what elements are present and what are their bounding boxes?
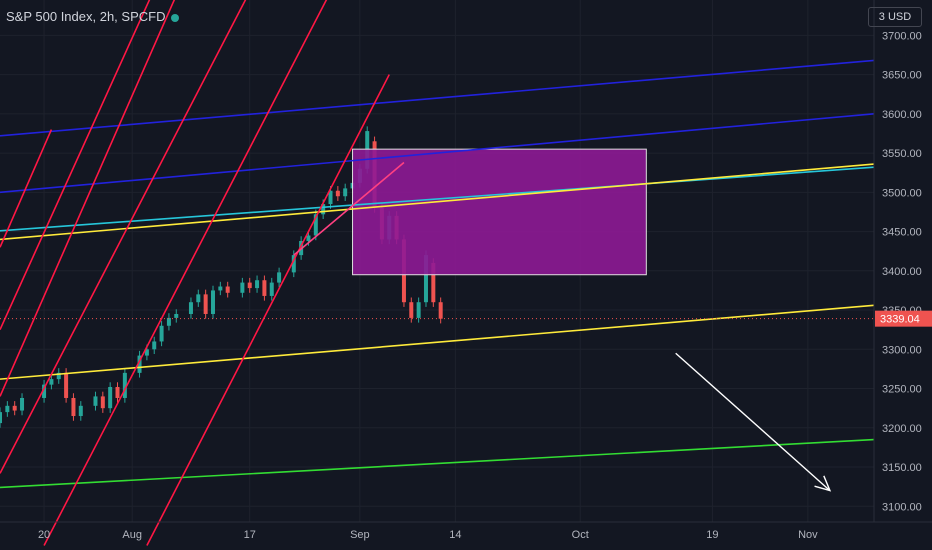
candle-body [42,384,47,398]
candle-body [328,190,333,205]
candle-body [152,341,157,350]
candle-body [416,302,421,318]
currency-selector[interactable]: 3 USD [868,7,922,27]
trendline[interactable] [293,161,405,256]
current-price-badge [875,310,932,327]
trendline[interactable] [0,163,875,241]
candle-body [56,372,61,380]
trendline[interactable] [0,113,875,194]
candle-body [203,294,208,314]
x-tick-label: 19 [706,529,718,541]
y-tick-label: 3550.00 [882,148,922,160]
candle-body [0,412,2,424]
candle-body [306,235,311,241]
arrow-line[interactable] [675,352,831,492]
candle-body [291,255,296,273]
candle-body [218,286,223,291]
trendline[interactable] [0,59,875,137]
candle-body [240,282,245,293]
candle-body [71,397,76,417]
candle-body [321,204,326,215]
y-tick-label: 3300.00 [882,344,922,356]
candle-body [159,325,164,342]
trendline[interactable] [0,0,308,474]
price-axis[interactable]: 3700.00 3650.00 3600.00 3550.00 3500.00 3450.… [882,30,922,513]
y-tick-label: 3200.00 [882,423,922,435]
trendline[interactable] [0,129,53,248]
candle-body [423,255,428,303]
trendline[interactable] [0,304,875,380]
candle-body [247,282,252,289]
candle-body [100,396,105,409]
trendline[interactable] [0,166,875,232]
candle-body [438,302,443,319]
candle-body [144,349,149,356]
trendline[interactable] [146,74,390,546]
x-tick-label: Nov [798,529,818,541]
candle-body [78,405,83,417]
y-tick-label: 3450.00 [882,227,922,239]
candle-body [431,262,436,303]
drawing-overlays[interactable] [0,0,875,546]
supply-zone-rectangle[interactable] [352,148,647,276]
chart-title: S&P 500 Index, 2h, SPCFD [6,9,180,24]
trendline[interactable] [0,0,169,331]
y-tick-label: 3100.00 [882,501,922,513]
candle-body [409,302,414,318]
candle-body [313,214,318,236]
candle-body [269,282,274,296]
candle-body [20,397,25,411]
candle-body [137,355,142,373]
current-price-tag: 3339.04 [0,310,932,327]
x-tick-label: 20 [38,529,50,541]
candle-body [64,372,69,398]
candle-body [225,286,230,293]
arrow-head-icon [814,475,832,492]
candle-body [210,290,215,314]
candle-body [343,188,348,197]
y-tick-label: 3650.00 [882,70,922,82]
candle-body [262,280,267,296]
y-tick-label: 3400.00 [882,266,922,278]
x-tick-label: 14 [449,529,461,541]
y-tick-label: 3150.00 [882,462,922,474]
candle-body [49,379,54,385]
market-status-dot-icon [171,13,180,22]
trendline[interactable] [0,438,875,489]
candle-body [5,405,10,413]
candle-body [255,280,260,289]
candle-body [174,313,179,318]
y-tick-label: 3250.00 [882,384,922,396]
x-tick-label: 17 [244,529,256,541]
y-tick-label: 3500.00 [882,187,922,199]
candle-body [196,294,201,303]
candle-body [12,405,17,411]
candle-body [122,372,127,398]
y-tick-label: 3700.00 [882,30,922,42]
candle-body [108,386,113,409]
trendline[interactable] [43,0,389,546]
candle-body [166,317,171,326]
trendline[interactable] [0,0,228,397]
candle-body [188,302,193,314]
candle-body [115,386,120,398]
x-tick-label: Oct [572,529,589,541]
y-tick-label: 3600.00 [882,109,922,121]
candle-body [277,272,282,283]
current-price-value: 3339.04 [880,314,920,326]
x-tick-label: Aug [122,529,142,541]
candle-body [93,396,98,406]
time-axis[interactable]: 20 Aug 17 Sep 14 Oct 19 Nov [38,529,818,541]
x-tick-label: Sep [350,529,370,541]
candle-body [335,190,340,197]
symbol-title[interactable]: S&P 500 Index, 2h, SPCFD [6,9,166,24]
